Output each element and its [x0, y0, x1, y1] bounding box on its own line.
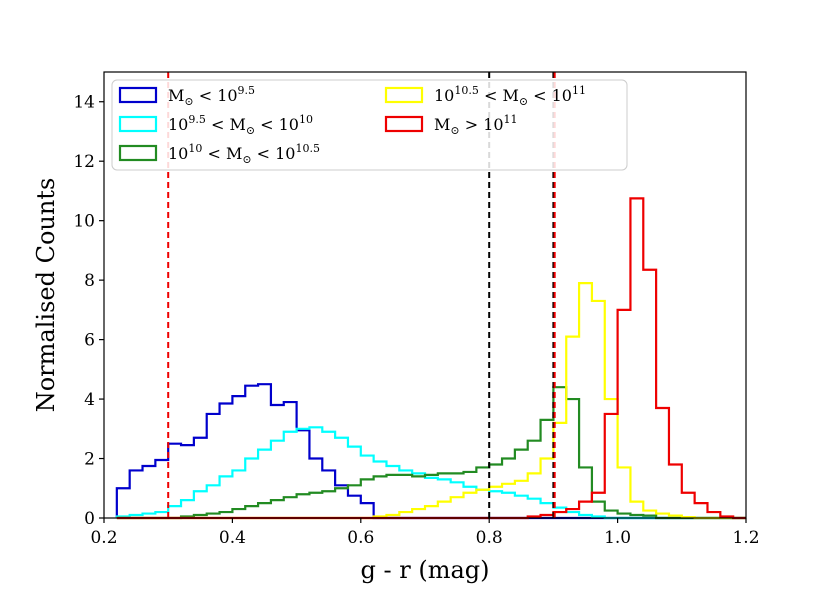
legend-label-1: 109.5 < M⊙ < 1010 — [168, 113, 313, 137]
histogram-series-2 — [116, 386, 746, 520]
x-tick-label: 0.4 — [219, 528, 246, 548]
series-layer — [115, 197, 746, 520]
y-tick-label: 10 — [73, 212, 95, 232]
y-tick-label: 0 — [84, 509, 95, 529]
y-tick-label: 14 — [73, 93, 95, 113]
legend-label-4: M⊙ > 1011 — [434, 113, 518, 137]
legend-label-2: 1010 < M⊙ < 1010.5 — [168, 142, 320, 166]
histogram-series-3 — [116, 282, 746, 520]
y-axis-ticks: 0 2 4 6 8 10 12 14 — [73, 93, 104, 529]
legend-label-0: M⊙ < 109.5 — [168, 84, 255, 108]
x-axis-label: g - r (mag) — [361, 556, 490, 584]
y-tick-label: 4 — [84, 390, 95, 410]
histogram-series-1 — [115, 426, 746, 520]
legend-swatch-2 — [118, 144, 158, 162]
y-axis-label: Normalised Counts — [32, 178, 60, 413]
histogram-series-4 — [116, 197, 746, 520]
x-axis-ticks: 0.2 0.4 0.6 0.8 1.0 1.2 — [90, 518, 760, 548]
legend-swatch-0 — [118, 86, 158, 104]
y-tick-label: 2 — [84, 450, 95, 470]
legend-box — [111, 79, 628, 171]
x-tick-label: 0.2 — [90, 528, 117, 548]
y-tick-label: 12 — [73, 152, 95, 172]
y-tick-label: 6 — [84, 331, 95, 351]
legend: M⊙ < 109.5 109.5 < M⊙ < 1010 1010 < M⊙ < 1… — [111, 79, 628, 171]
legend-label-3: 1010.5 < M⊙ < 1011 — [434, 84, 586, 108]
x-tick-label: 0.8 — [476, 528, 503, 548]
x-tick-label: 1.2 — [732, 528, 759, 548]
x-tick-label: 0.6 — [347, 528, 374, 548]
legend-swatch-3 — [384, 86, 424, 104]
x-tick-label: 1.0 — [604, 528, 631, 548]
legend-swatch-4 — [384, 115, 424, 133]
histogram-series-0 — [115, 383, 746, 520]
y-tick-label: 8 — [84, 271, 95, 291]
plot-frame — [103, 71, 747, 519]
legend-swatch-1 — [118, 115, 158, 133]
